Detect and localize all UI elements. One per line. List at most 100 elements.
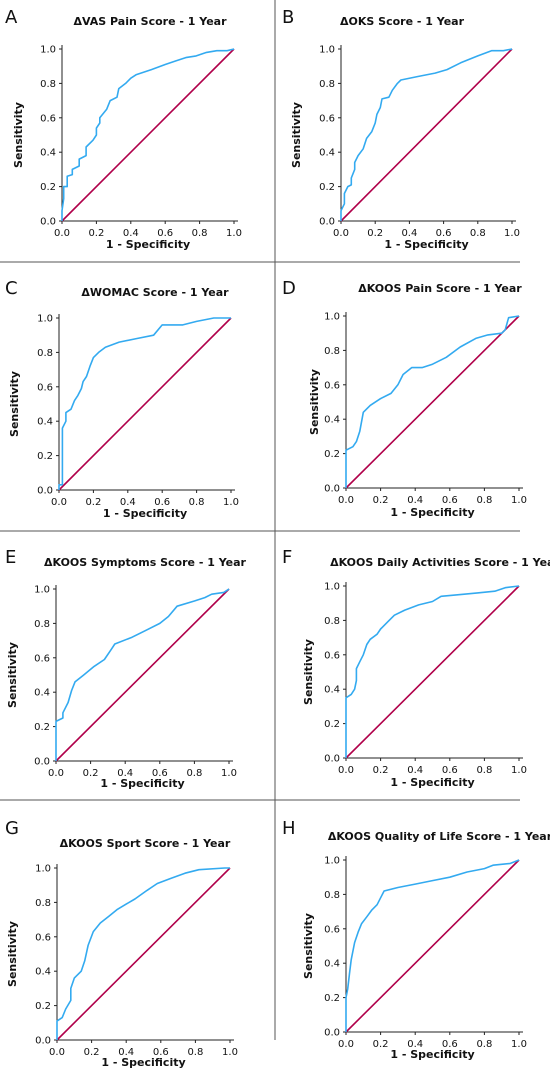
x-tick-label: 1.0 [504, 228, 520, 239]
y-tick-label: 0.8 [324, 346, 340, 357]
x-tick-label: 0.2 [88, 228, 104, 239]
y-tick-label: 0.4 [35, 967, 51, 978]
x-tick-label: 0.0 [54, 228, 70, 239]
roc-curve [345, 585, 520, 758]
roc-curve [340, 48, 513, 221]
panel-label: D [282, 278, 296, 299]
x-tick-label: 1.0 [511, 495, 527, 506]
y-tick-label: 0.6 [35, 932, 51, 943]
x-tick-label: 1.0 [511, 765, 527, 776]
x-tick-label: 0.0 [49, 1047, 65, 1058]
roc-panel-e: E ΔKOOS Symptoms Score - 1 Year 0.0 0.2 0.4 0… [5, 547, 247, 790]
y-axis-label: Sensitivity [290, 102, 303, 168]
y-tick-label: 1.0 [35, 864, 51, 875]
y-tick-label: 0.6 [324, 924, 340, 935]
x-tick-label: 0.6 [154, 497, 170, 508]
x-axis-label: 1 - Specificity [106, 238, 190, 251]
x-tick-label: 0.6 [442, 495, 458, 506]
x-tick-label: 0.8 [476, 1039, 492, 1050]
x-tick-label: 0.8 [476, 495, 492, 506]
y-tick-label: 0.6 [40, 113, 56, 124]
roc-curve [58, 317, 231, 490]
y-tick-label: 0.4 [324, 415, 340, 426]
y-axis-label: Sensitivity [12, 102, 25, 168]
y-tick-label: 1.0 [324, 582, 340, 593]
x-tick-label: 0.6 [152, 768, 168, 779]
y-tick-label: 1.0 [324, 856, 340, 867]
y-tick-label: 0.0 [34, 757, 50, 768]
y-tick-label: 1.0 [37, 314, 53, 325]
y-tick-label: 0.2 [324, 719, 340, 730]
y-tick-label: 1.0 [324, 312, 340, 323]
reference-line [345, 859, 520, 1033]
y-tick-label: 0.2 [324, 449, 340, 460]
roc-curve [56, 867, 230, 1040]
x-tick-label: 0.8 [192, 228, 208, 239]
x-axis-label: 1 - Specificity [101, 1056, 185, 1069]
roc-panel-g: G ΔKOOS Sport Score - 1 Year 0.0 0.2 0.4 0.6 0… [5, 818, 238, 1069]
y-tick-label: 0.4 [40, 148, 56, 159]
x-tick-label: 0.2 [373, 495, 389, 506]
roc-panel-f: F ΔKOOS Daily Activities Score - 1 Year 0.… [282, 547, 550, 789]
roc-panel-h: H ΔKOOS Quality of Life Score - 1 Year 0.0… [282, 818, 550, 1061]
x-tick-label: 0.0 [333, 228, 349, 239]
y-axis-label: Sensitivity [302, 639, 315, 705]
x-tick-label: 0.8 [186, 768, 202, 779]
roc-panel-c: C ΔWOMAC Score - 1 Year 0.0 0.2 0.4 0.6 0.8 1.0… [5, 278, 239, 520]
x-tick-label: 0.0 [338, 765, 354, 776]
y-tick-label: 0.8 [40, 79, 56, 90]
x-tick-label: 0.2 [373, 1039, 389, 1050]
y-tick-label: 0.0 [319, 217, 335, 228]
y-axis-label: Sensitivity [302, 913, 315, 979]
panel-label: A [5, 7, 18, 28]
x-tick-label: 0.8 [187, 1047, 203, 1058]
x-tick-label: 1.0 [511, 1039, 527, 1050]
reference-line [61, 48, 235, 222]
y-axis-label: Sensitivity [8, 371, 21, 437]
y-tick-label: 0.4 [324, 959, 340, 970]
y-tick-label: 0.0 [35, 1036, 51, 1047]
reference-line [345, 315, 520, 489]
y-tick-label: 0.8 [37, 348, 53, 359]
y-tick-label: 0.0 [324, 484, 340, 495]
x-tick-label: 0.4 [118, 1047, 134, 1058]
x-tick-label: 0.2 [85, 497, 101, 508]
roc-panel-a: A ΔVAS Pain Score - 1 Year 0.0 0.2 0.4 0.6 0.8… [5, 7, 242, 251]
x-axis-label: 1 - Specificity [384, 238, 468, 251]
y-tick-label: 0.0 [324, 754, 340, 765]
x-tick-label: 0.4 [123, 228, 139, 239]
y-tick-label: 0.0 [37, 486, 53, 497]
y-tick-label: 0.2 [37, 451, 53, 462]
x-axis-label: 1 - Specificity [100, 777, 184, 790]
x-axis-label: 1 - Specificity [390, 506, 474, 519]
panel-label: G [5, 818, 19, 839]
roc-curve [55, 588, 230, 761]
y-tick-label: 0.6 [324, 380, 340, 391]
chart-title: ΔKOOS Daily Activities Score - 1 Year [330, 556, 550, 569]
x-tick-label: 0.8 [476, 765, 492, 776]
x-tick-label: 1.0 [223, 497, 239, 508]
y-axis-label: Sensitivity [6, 642, 19, 708]
reference-line [55, 588, 230, 762]
panel-label: E [5, 547, 16, 568]
panel-label: C [5, 278, 18, 299]
x-tick-label: 0.6 [153, 1047, 169, 1058]
chart-title: ΔKOOS Pain Score - 1 Year [358, 282, 522, 295]
x-tick-label: 0.6 [442, 1039, 458, 1050]
x-tick-label: 0.0 [338, 495, 354, 506]
x-tick-label: 0.4 [407, 495, 423, 506]
chart-title: ΔWOMAC Score - 1 Year [81, 286, 229, 299]
chart-title: ΔKOOS Sport Score - 1 Year [60, 837, 231, 850]
x-tick-label: 1.0 [221, 768, 237, 779]
y-tick-label: 0.4 [34, 688, 50, 699]
x-tick-label: 0.6 [157, 228, 173, 239]
x-axis-label: 1 - Specificity [390, 1048, 474, 1061]
y-tick-label: 0.2 [34, 722, 50, 733]
y-tick-label: 0.4 [37, 417, 53, 428]
y-tick-label: 1.0 [40, 45, 56, 56]
y-tick-label: 0.8 [324, 890, 340, 901]
reference-line [345, 585, 520, 759]
y-tick-label: 0.6 [34, 653, 50, 664]
panel-label: B [282, 7, 294, 28]
